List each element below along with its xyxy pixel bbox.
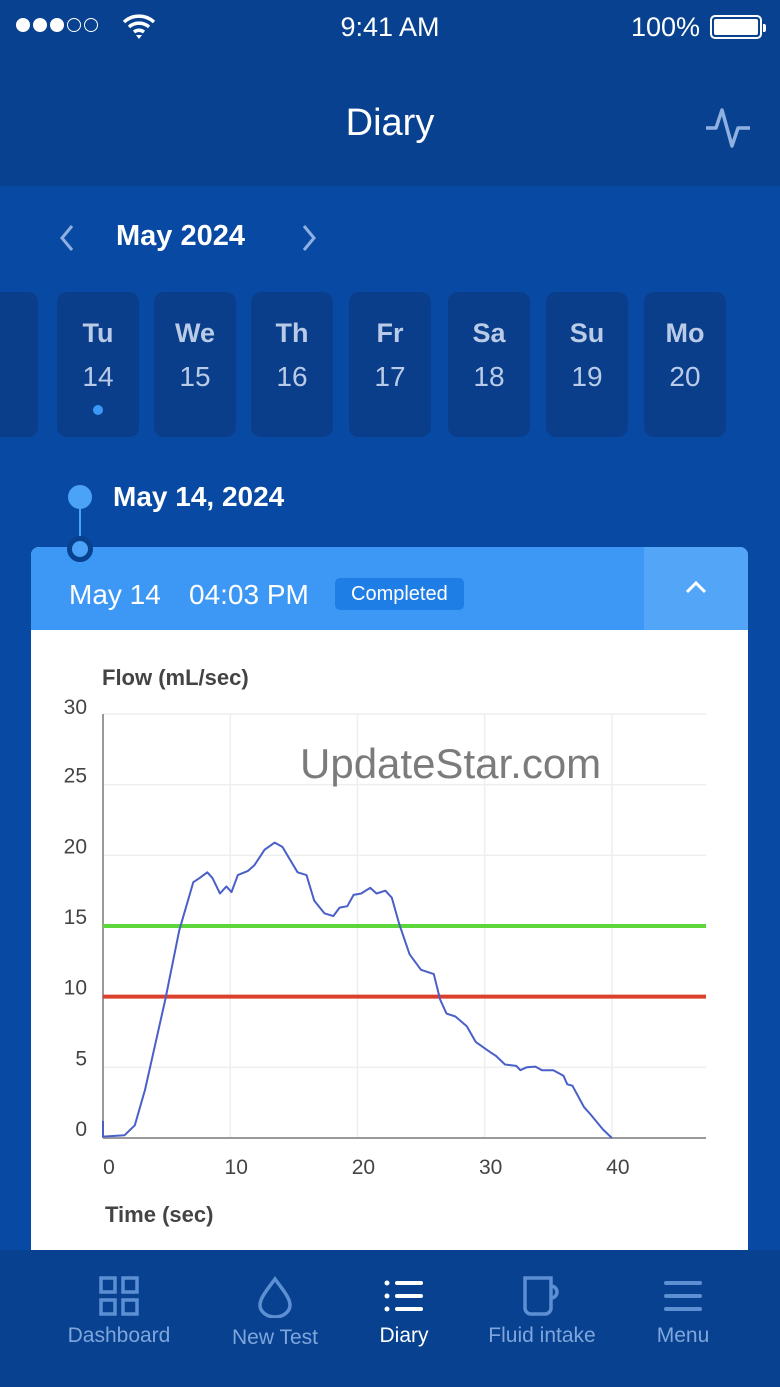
page-title: Diary (345, 102, 435, 144)
day-card[interactable]: We 15 (154, 292, 236, 437)
day-date: 19 (571, 361, 603, 392)
day-name: We (174, 318, 215, 348)
day-date: 17 (374, 361, 406, 392)
battery-percent: 100% (630, 12, 700, 42)
day-date: 15 (179, 361, 211, 392)
timeline-dot (68, 485, 92, 509)
x-tick-label: 20 (352, 1156, 375, 1179)
day-name: Su (569, 318, 605, 348)
day-date: 14 (82, 361, 114, 392)
day-card[interactable]: Su 19 (546, 292, 628, 437)
grid-icon (99, 1276, 139, 1316)
hamburger-icon (664, 1281, 702, 1311)
nav-label: Menu (656, 1324, 710, 1347)
list-icon (384, 1280, 423, 1312)
nav-label: New Test (232, 1326, 318, 1349)
nav-diary[interactable]: Diary (366, 1276, 442, 1348)
nav-label: Dashboard (67, 1324, 171, 1347)
bottom-nav: Dashboard New Test Diary Fluid intake Me… (0, 1250, 780, 1387)
chevron-up-icon (685, 580, 707, 594)
day-name: Fr (376, 318, 404, 348)
y-tick-label: 30 (64, 696, 87, 719)
nav-fluid-intake[interactable]: Fluid intake (484, 1276, 600, 1348)
timeline-line (79, 507, 81, 539)
day-date: 20 (669, 361, 701, 392)
y-tick-label: 5 (75, 1047, 87, 1070)
watermark: UpdateStar.com (300, 740, 602, 787)
collapse-button[interactable] (644, 547, 748, 630)
pulse-icon[interactable] (704, 106, 752, 150)
y-axis-label: Flow (mL/sec) (102, 665, 249, 690)
month-selector: May 2024 (0, 220, 400, 260)
day-date: 18 (473, 361, 505, 392)
entry-card: May 14 04:03 PM Completed 0 5 10 15 20 25 30 0 1… (31, 547, 748, 1250)
day-name: Sa (472, 318, 506, 348)
timeline-date: May 14, 2024 (113, 481, 285, 512)
x-tick-label: 10 (225, 1156, 248, 1179)
day-card[interactable]: Mo 20 (644, 292, 726, 437)
drop-icon (258, 1276, 292, 1318)
nav-label: Diary (379, 1324, 429, 1347)
x-tick-label: 0 (103, 1156, 115, 1179)
entry-time: 04:03 PM (189, 579, 309, 610)
month-label: May 2024 (116, 220, 245, 252)
y-tick-label: 10 (64, 977, 87, 1000)
chevron-right-icon[interactable] (300, 222, 318, 254)
nav-label: Fluid intake (488, 1324, 596, 1347)
flow-chart: 0 5 10 15 20 25 30 0 10 20 30 40 Flow (mL/sec) Time (… (64, 665, 706, 1227)
nav-dashboard[interactable]: Dashboard (58, 1276, 180, 1348)
timeline-node (67, 536, 93, 562)
entry-dot (93, 405, 103, 415)
day-name: Tu (82, 318, 114, 348)
day-name: Mo (665, 318, 705, 348)
day-card[interactable]: Tu 14 (57, 292, 139, 437)
status-bar: 9:41 AM 100% (0, 10, 780, 46)
day-card[interactable]: Sa 18 (448, 292, 530, 437)
day-card[interactable]: Th 16 (251, 292, 333, 437)
signal-icon (16, 18, 98, 32)
top-bar: 9:41 AM 100% Diary (0, 0, 780, 186)
x-tick-label: 30 (479, 1156, 502, 1179)
y-tick-label: 15 (64, 906, 87, 929)
day-name: Th (275, 318, 309, 348)
nav-new-test[interactable]: New Test (220, 1276, 330, 1350)
nav-menu[interactable]: Menu (646, 1276, 720, 1348)
y-tick-label: 20 (64, 835, 87, 858)
entry-date: May 14 (69, 579, 161, 610)
x-tick-label: 40 (606, 1156, 629, 1179)
wifi-icon (122, 14, 156, 39)
chevron-left-icon[interactable] (58, 222, 76, 254)
battery-icon (710, 15, 766, 39)
y-tick-label: 25 (64, 765, 87, 788)
x-axis-label: Time (sec) (105, 1202, 213, 1227)
status-badge: Completed (335, 578, 464, 610)
flow-line (102, 841, 613, 1139)
mug-icon (523, 1276, 559, 1316)
clock: 9:41 AM (340, 12, 440, 42)
entry-header[interactable]: May 14 04:03 PM Completed (31, 547, 748, 630)
day-card-partial[interactable] (0, 292, 38, 437)
day-date: 16 (276, 361, 308, 392)
y-tick-label: 0 (75, 1118, 87, 1141)
day-card[interactable]: Fr 17 (349, 292, 431, 437)
day-strip[interactable]: Tu 14 We 15 Th 16 Fr 17 Sa 18 Su 19 Mo 20 (0, 292, 780, 437)
